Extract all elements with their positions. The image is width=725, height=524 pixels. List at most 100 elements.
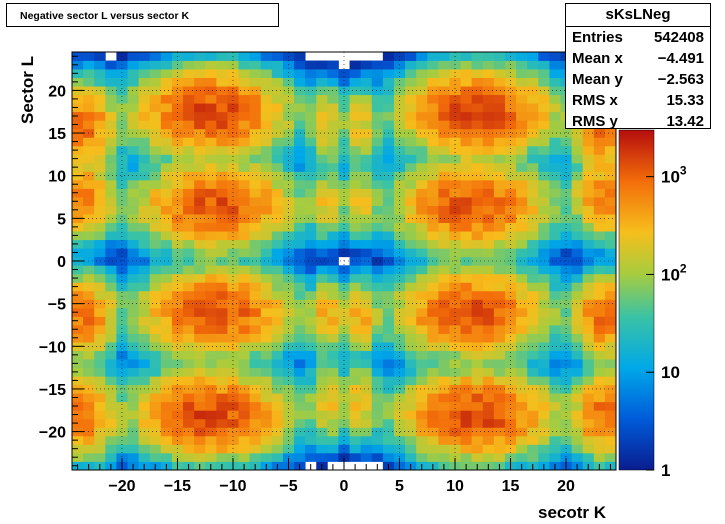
heatmap-cell — [471, 265, 484, 275]
heatmap-cell — [405, 69, 417, 78]
heatmap-cell — [94, 197, 106, 206]
heatmap-cell — [449, 359, 461, 369]
heatmap-cell — [560, 299, 572, 309]
heatmap-cell — [371, 444, 384, 454]
heatmap-cell — [604, 239, 617, 249]
heatmap-cell — [171, 299, 184, 309]
heatmap-cell — [460, 393, 473, 403]
heatmap-cell — [238, 162, 251, 172]
heatmap-cell — [294, 171, 306, 181]
heatmap-cell — [149, 333, 162, 343]
title-box: Negative sector L versus sector K — [6, 3, 279, 27]
heatmap-cell — [405, 145, 417, 155]
heatmap-cell — [482, 376, 495, 386]
heatmap-cell — [416, 214, 428, 224]
heatmap-cell — [260, 197, 273, 206]
heatmap-cell — [604, 154, 617, 164]
heatmap-cell — [382, 376, 395, 386]
heatmap-cell — [194, 205, 206, 215]
heatmap-cell — [604, 137, 617, 147]
heatmap-cell — [227, 197, 239, 206]
heatmap-cell — [127, 145, 140, 155]
heatmap-cell — [171, 197, 184, 206]
heatmap-cell — [349, 137, 362, 147]
heatmap-cell — [305, 290, 317, 300]
heatmap-cell — [271, 265, 284, 275]
heatmap-cell — [516, 333, 528, 343]
heatmap-cell — [338, 231, 350, 241]
x-tick-label: 15 — [502, 478, 520, 495]
heatmap-cell — [549, 154, 561, 164]
palette-label-base: 10 — [661, 363, 680, 382]
heatmap-cell — [271, 444, 284, 454]
heatmap-cell — [405, 282, 417, 292]
heatmap-cell — [271, 376, 284, 386]
heatmap-cell — [249, 171, 262, 181]
heatmap-cell — [294, 94, 306, 104]
heatmap-cell — [516, 367, 528, 377]
heatmap-cell — [349, 342, 362, 351]
heatmap-cell — [471, 324, 484, 334]
heatmap-cell — [482, 239, 495, 249]
heatmap-cell — [516, 94, 528, 104]
heatmap-cell — [493, 444, 506, 454]
heatmap-cell — [416, 418, 428, 428]
heatmap-cell — [94, 222, 106, 232]
heatmap-cell — [504, 401, 517, 411]
heatmap-cell — [516, 427, 528, 437]
heatmap-cell — [249, 214, 262, 224]
heatmap-cell — [593, 307, 606, 317]
heatmap-cell — [382, 418, 395, 428]
heatmap-cell — [94, 273, 106, 283]
heatmap-cell — [116, 350, 128, 360]
heatmap-cell — [282, 282, 295, 292]
heatmap-cell — [216, 342, 228, 351]
heatmap-cell — [593, 359, 606, 369]
heatmap-cell — [260, 324, 273, 334]
heatmap-cell — [549, 222, 561, 232]
heatmap-cell — [338, 145, 350, 155]
heatmap-cell — [216, 367, 228, 377]
heatmap-cell — [316, 290, 328, 300]
heatmap-cell — [127, 248, 140, 258]
heatmap-cell — [349, 256, 362, 266]
heatmap-cell — [360, 171, 373, 181]
heatmap-cell — [194, 188, 206, 198]
heatmap-cell — [460, 444, 473, 454]
heatmap-cell — [327, 69, 339, 78]
heatmap-cell — [316, 103, 328, 113]
heatmap-cell — [260, 384, 273, 394]
heatmap-cell — [482, 60, 495, 70]
heatmap-cell — [116, 231, 128, 241]
heatmap-cell — [460, 359, 473, 369]
heatmap-cell — [105, 103, 117, 113]
heatmap-cell — [316, 205, 328, 215]
heatmap-cell — [105, 214, 117, 224]
heatmap-cell — [127, 384, 140, 394]
heatmap-cell — [527, 120, 539, 130]
stats-value: 15.33 — [666, 92, 704, 109]
heatmap-cell — [160, 214, 173, 224]
heatmap-cell — [127, 282, 140, 292]
heatmap-cell — [471, 435, 484, 445]
stats-label: RMS y — [572, 113, 618, 130]
heatmap-cell — [127, 197, 140, 206]
heatmap-cell — [138, 120, 151, 130]
heatmap-cell — [83, 418, 95, 428]
heatmap-cell — [549, 359, 561, 369]
heatmap-cell — [438, 77, 450, 87]
heatmap-cell — [183, 359, 195, 369]
heatmap-cell — [449, 401, 461, 411]
heatmap-cell — [94, 145, 106, 155]
heatmap-cell — [393, 256, 406, 266]
heatmap-cell — [83, 401, 95, 411]
heatmap-cell — [349, 69, 362, 78]
heatmap-cell — [371, 307, 384, 317]
heatmap-cell — [360, 273, 373, 283]
heatmap-cell — [449, 418, 461, 428]
heatmap-cell — [205, 94, 217, 104]
heatmap-cell — [371, 427, 384, 437]
heatmap-cell — [94, 162, 106, 172]
heatmap-cell — [127, 333, 140, 343]
heatmap-cell — [516, 307, 528, 317]
